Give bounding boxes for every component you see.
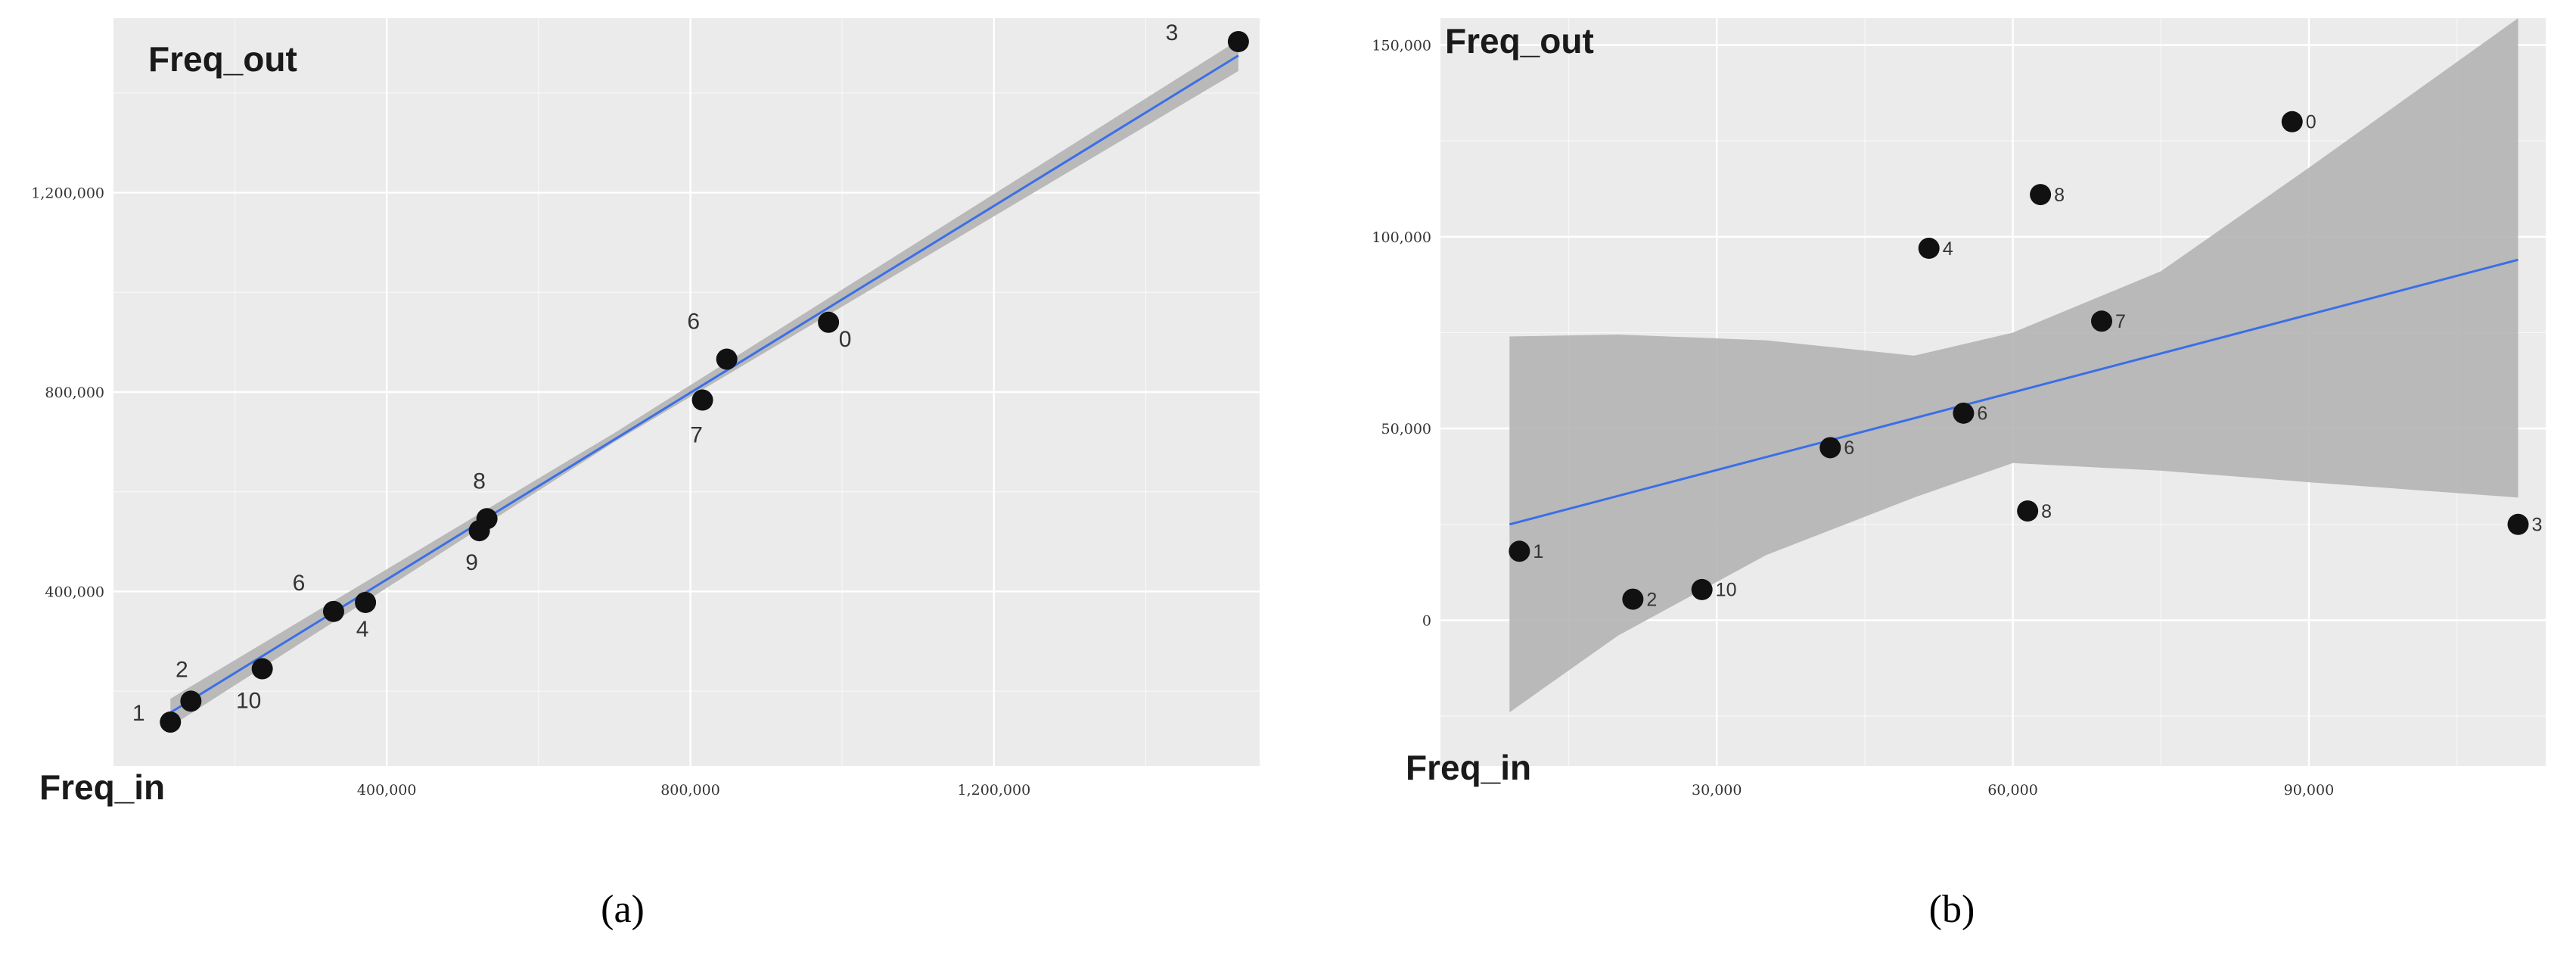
data-point <box>1509 540 1530 562</box>
y-tick-label: 150,000 <box>1372 37 1431 54</box>
y-tick-label: 100,000 <box>1372 229 1431 246</box>
data-point <box>2282 111 2303 132</box>
y-axis-title: Freq_out <box>1445 21 1594 61</box>
point-label: 3 <box>2531 515 2542 536</box>
chart-b: 30,000 60,000 90,000 0 50,000 100,000 150,000 0… <box>1372 18 2546 799</box>
point-label: 0 <box>2306 112 2317 133</box>
x-tick-label: 90,000 <box>2284 782 2334 799</box>
point-label: 4 <box>1943 238 1953 260</box>
point-label: 0 <box>839 327 852 352</box>
y-tick-label: 1,200,000 <box>31 185 104 202</box>
point-label: 8 <box>473 469 486 494</box>
data-point <box>818 312 839 333</box>
data-point <box>1622 589 1643 610</box>
x-axis-title: Freq_in <box>39 768 165 807</box>
data-point <box>252 659 273 680</box>
data-point <box>2507 514 2528 535</box>
x-tick-label: 400,000 <box>357 782 417 799</box>
x-tick-label: 60,000 <box>1987 782 2037 799</box>
y-tick-label: 0 <box>1422 612 1431 629</box>
data-point <box>355 592 376 613</box>
data-point <box>1692 579 1713 600</box>
data-point <box>323 601 344 622</box>
x-axis-title: Freq_in <box>1406 748 1531 787</box>
caption-b: (b) <box>1929 888 1975 931</box>
y-axis-title: Freq_out <box>148 39 297 79</box>
caption-a: (a) <box>601 888 645 931</box>
data-point <box>1919 238 1940 259</box>
y-tick-label: 800,000 <box>45 385 104 401</box>
x-tick-label: 800,000 <box>660 782 720 799</box>
point-label: 10 <box>236 689 261 714</box>
data-point <box>2030 184 2051 205</box>
chart-a: 400,000 800,000 1,200,000 400,000 800,000 1,2… <box>31 18 1260 807</box>
data-point <box>1953 403 1974 424</box>
data-point <box>716 349 738 370</box>
data-point <box>1819 437 1841 458</box>
data-point <box>692 390 713 411</box>
y-tick-label: 400,000 <box>45 584 104 600</box>
point-label: 6 <box>687 310 700 335</box>
x-tick-label: 30,000 <box>1692 782 1742 799</box>
point-label: 9 <box>465 550 478 575</box>
point-label: 2 <box>176 657 188 682</box>
point-label: 7 <box>2115 311 2126 332</box>
point-label: 8 <box>2041 501 2052 522</box>
data-point <box>1228 31 1249 52</box>
data-point <box>469 520 490 541</box>
point-label: 4 <box>356 617 369 642</box>
point-label: 3 <box>1166 20 1179 45</box>
point-label: 1 <box>1533 541 1543 562</box>
data-point <box>160 711 181 733</box>
data-point <box>2091 310 2112 332</box>
point-label: 6 <box>1977 403 1987 425</box>
point-label: 8 <box>2054 185 2065 206</box>
data-point <box>2017 500 2038 522</box>
x-tick-label: 1,200,000 <box>957 782 1030 799</box>
point-label: 10 <box>1716 580 1737 601</box>
y-tick-label: 50,000 <box>1381 421 1431 437</box>
point-label: 6 <box>1844 437 1854 459</box>
point-label: 6 <box>293 571 306 596</box>
point-label: 7 <box>690 423 703 448</box>
data-point <box>180 690 201 711</box>
point-label: 2 <box>1646 589 1657 610</box>
point-label: 1 <box>132 701 145 726</box>
